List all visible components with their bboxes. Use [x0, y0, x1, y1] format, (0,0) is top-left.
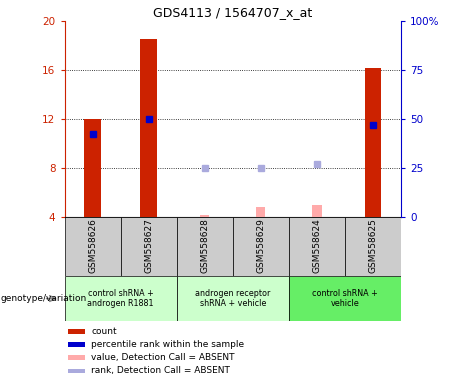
Bar: [68, 356, 85, 360]
Bar: [365, 68, 381, 217]
Bar: [177, 217, 233, 276]
Bar: [68, 343, 85, 347]
Text: control shRNA +
vehicle: control shRNA + vehicle: [312, 289, 378, 308]
Bar: [256, 207, 266, 217]
Text: GSM558624: GSM558624: [313, 218, 321, 273]
Text: percentile rank within the sample: percentile rank within the sample: [91, 340, 245, 349]
Text: GSM558628: GSM558628: [200, 218, 209, 273]
Bar: [121, 217, 177, 276]
Text: GSM558626: GSM558626: [88, 218, 97, 273]
Text: value, Detection Call = ABSENT: value, Detection Call = ABSENT: [91, 353, 235, 362]
Title: GDS4113 / 1564707_x_at: GDS4113 / 1564707_x_at: [153, 5, 313, 18]
Text: control shRNA +
androgen R1881: control shRNA + androgen R1881: [88, 289, 154, 308]
Text: rank, Detection Call = ABSENT: rank, Detection Call = ABSENT: [91, 366, 230, 376]
Text: GSM558625: GSM558625: [368, 218, 378, 273]
Text: GSM558627: GSM558627: [144, 218, 153, 273]
Bar: [177, 276, 289, 321]
Bar: [233, 217, 289, 276]
Bar: [289, 276, 401, 321]
Text: count: count: [91, 327, 117, 336]
Bar: [68, 329, 85, 334]
Bar: [140, 40, 157, 217]
Bar: [200, 215, 209, 217]
Text: genotype/variation: genotype/variation: [1, 294, 87, 303]
Bar: [289, 217, 345, 276]
Text: androgen receptor
shRNA + vehicle: androgen receptor shRNA + vehicle: [195, 289, 271, 308]
Bar: [68, 369, 85, 373]
Bar: [65, 276, 177, 321]
Bar: [312, 205, 322, 217]
Bar: [65, 217, 121, 276]
Text: GSM558629: GSM558629: [256, 218, 266, 273]
Bar: [84, 119, 101, 217]
Bar: [345, 217, 401, 276]
